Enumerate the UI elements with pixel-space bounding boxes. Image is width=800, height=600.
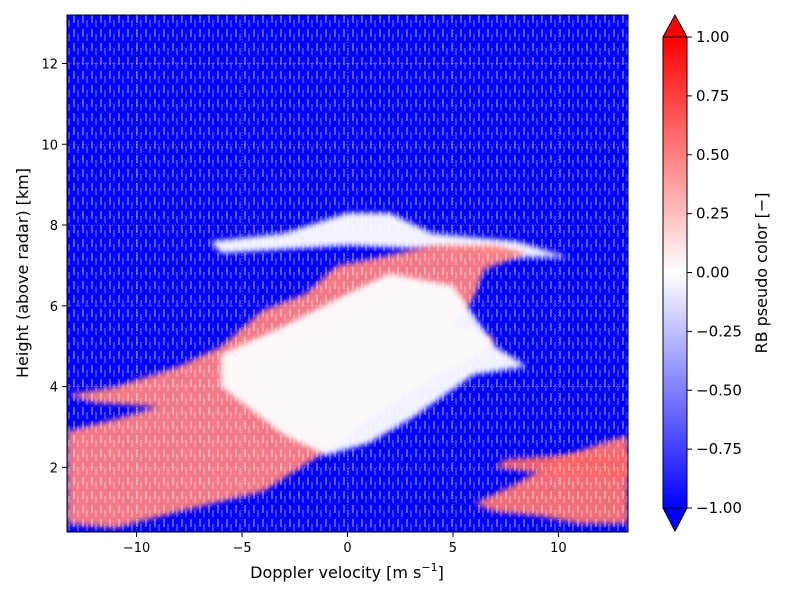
x-tick-label: −10 <box>123 541 150 556</box>
colorbar-extend-high <box>662 13 688 38</box>
colorbar: 1.00 0.75 0.50 0.25 0.00 −0.25 −0.50 −0.75 −1.00… <box>662 13 771 533</box>
colorbar-tick-label: 1.00 <box>696 28 729 46</box>
colorbar-label: RB pseudo color [−] <box>752 192 771 353</box>
colorbar-tick-label: −1.00 <box>696 499 742 517</box>
y-tick-label: 4 <box>50 381 58 396</box>
x-tick-label: 5 <box>449 541 457 556</box>
y-axis-ticks: 2 4 6 8 10 12 <box>41 57 67 476</box>
y-axis-label: Height (above radar) [km] <box>13 168 32 378</box>
y-tick-label: 8 <box>50 219 58 234</box>
y-tick-label: 6 <box>50 300 58 315</box>
colorbar-tick-label: −0.25 <box>696 322 742 340</box>
y-tick-label: 2 <box>50 461 58 476</box>
plot-area <box>67 15 628 532</box>
y-tick-label: 12 <box>41 57 58 72</box>
colorbar-tick-label: −0.50 <box>696 381 742 399</box>
colorbar-tick-label: 0.50 <box>696 146 729 164</box>
colorbar-tick-label: 0.75 <box>696 87 729 105</box>
x-tick-label: 0 <box>343 541 351 556</box>
colorbar-gradient <box>663 37 687 508</box>
y-tick-label: 10 <box>41 138 58 153</box>
colorbar-tick-label: −0.75 <box>696 440 742 458</box>
x-axis-ticks: −10 −5 0 5 10 <box>123 532 567 556</box>
x-tick-label: 10 <box>550 541 567 556</box>
x-axis-label: Doppler velocity [m s−1] <box>250 561 444 582</box>
grid-lines <box>67 15 628 532</box>
x-tick-label: −5 <box>232 541 251 556</box>
colorbar-tick-label: 0.00 <box>696 264 729 282</box>
colorbar-ticks: 1.00 0.75 0.50 0.25 0.00 −0.25 −0.50 −0.75 −1.00 <box>687 28 742 517</box>
colorbar-extend-low <box>662 507 688 533</box>
colorbar-tick-label: 0.25 <box>696 205 729 223</box>
